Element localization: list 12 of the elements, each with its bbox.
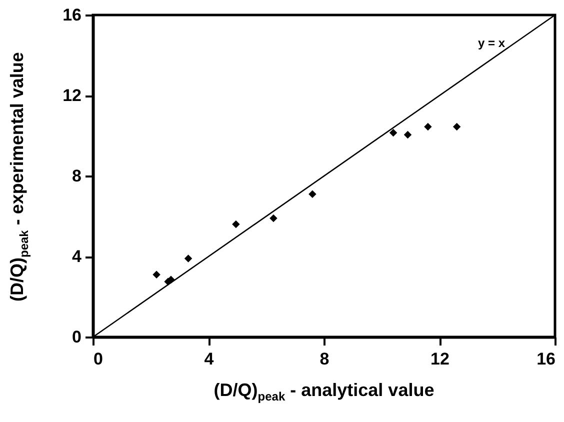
y-tick-label: 0 (72, 328, 82, 346)
x-tick-label: 4 (204, 350, 214, 368)
x-tick-label: 12 (430, 350, 450, 368)
y-tick-label: 16 (62, 6, 82, 24)
x-tick-label: 8 (320, 350, 330, 368)
x-tick-label: 0 (94, 350, 103, 368)
y-tick-label: 12 (62, 86, 82, 105)
x-tick-label: 16 (536, 350, 556, 368)
annotation: y = x (478, 36, 506, 50)
y-tick-label: 4 (72, 247, 82, 266)
y-tick-label: 8 (72, 166, 82, 186)
x-axis-title: (D/Q)$_{peak}$ - analytical value (212, 380, 436, 404)
